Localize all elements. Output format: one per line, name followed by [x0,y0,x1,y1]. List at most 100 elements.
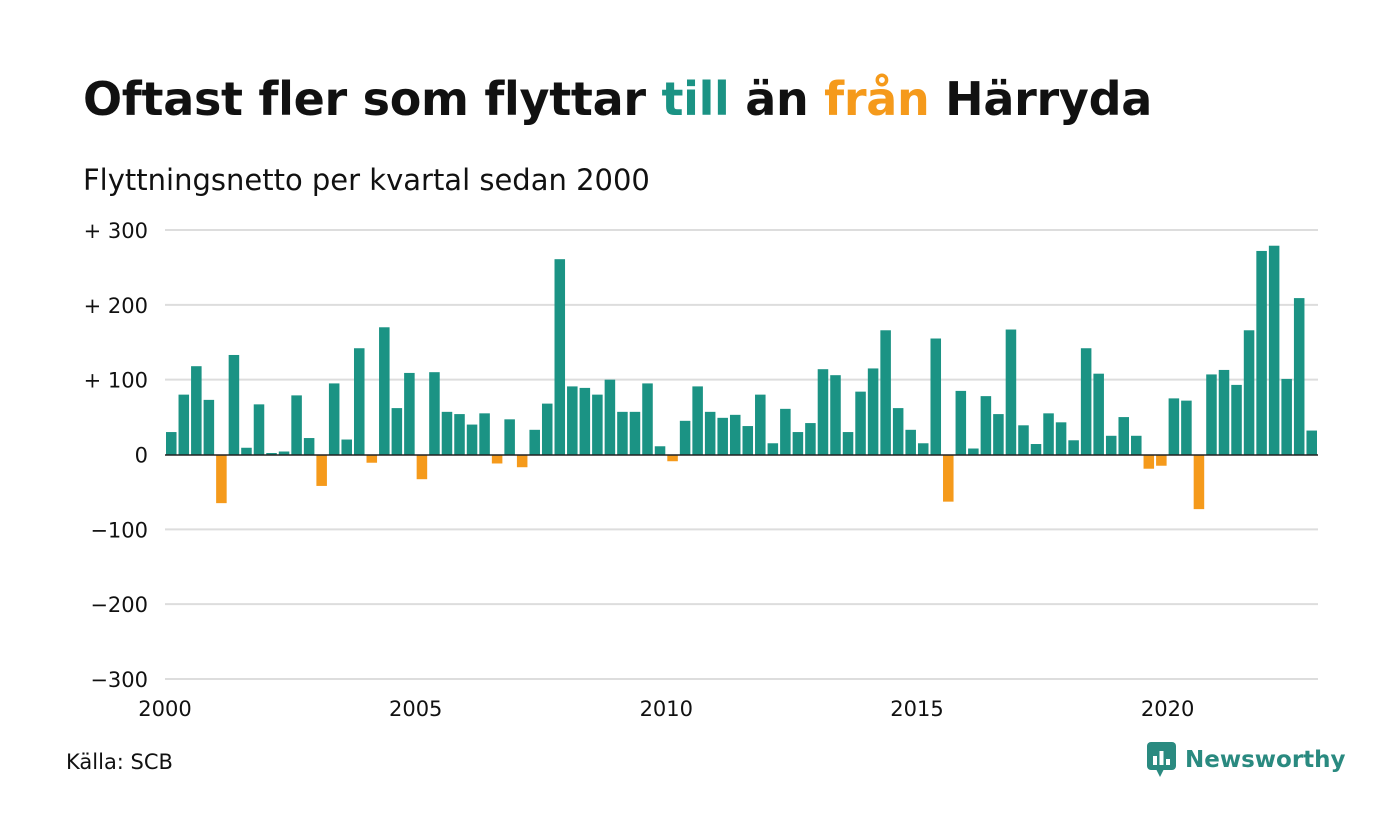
bar [1055,422,1067,455]
newsworthy-logo: Newsworthy [1147,742,1346,778]
bar [880,330,891,455]
bar [855,391,866,455]
bar [1131,435,1142,455]
y-tick-label: −100 [90,518,148,542]
bar [1206,374,1217,455]
bar [491,454,503,464]
x-tick-label: 2010 [640,697,693,721]
title-part-3: Härryda [929,72,1152,126]
bar [228,354,240,455]
bar [755,394,766,455]
bar [567,386,578,455]
bar [241,447,252,455]
bar [892,408,904,455]
bar [692,386,703,455]
bar [704,411,716,455]
bar [1231,384,1242,455]
bar [1043,413,1054,455]
bar [278,451,290,455]
bar [817,369,829,455]
bar [266,453,277,455]
brand-name: Newsworthy [1185,747,1346,773]
bar [767,443,779,455]
bar [1030,444,1042,455]
chart-subtitle: Flyttningsnetto per kvartal sedan 2000 [83,163,650,197]
x-axis-tick-labels: 2000 2005 2010 2015 2020 [138,697,1194,721]
title-word-till: till [661,72,730,126]
bar [1306,430,1317,455]
bar [416,454,428,480]
bar [1293,298,1305,455]
bar [1218,369,1230,455]
bar [191,366,202,455]
bar [404,372,415,455]
y-tick-label: + 200 [84,294,148,318]
bar [429,372,440,455]
y-tick-label: + 300 [84,219,148,243]
title-word-fran: från [824,72,930,126]
title-part-2: än [729,72,825,126]
bar [604,379,616,455]
bar [1268,245,1280,455]
bar [955,390,967,455]
bar [1281,378,1292,455]
bar [178,394,190,455]
bar [466,424,478,455]
bar [1256,250,1267,455]
bar [391,408,403,455]
chart-title: Oftast fler som flyttar till än från Här… [83,72,1152,126]
bar [792,432,804,455]
bar [479,413,490,455]
bar [1143,454,1155,469]
bar [1118,417,1130,455]
x-tick-label: 2000 [138,697,191,721]
bar [717,417,728,455]
y-tick-label: −300 [90,668,148,692]
bar [805,423,816,455]
bar [504,419,515,455]
bar [1168,398,1180,455]
x-tick-label: 2020 [1141,697,1194,721]
bar [1243,330,1255,455]
bars [166,245,1317,510]
bar [679,420,691,455]
bar [968,448,979,455]
bar [1018,425,1029,455]
bar [993,414,1004,455]
bar [617,411,628,455]
bar [554,259,566,455]
bar [379,327,390,455]
y-axis-tick-labels: + 300 + 200 + 100 0 −100 −200 −300 [84,219,148,692]
bar [917,443,929,455]
bar [867,368,879,455]
bar [842,432,854,455]
source-note: Källa: SCB [66,750,173,774]
bar [366,454,378,463]
bar [216,454,227,504]
bar [328,383,340,455]
bar [742,426,754,455]
bar [441,411,453,455]
bar [1005,329,1017,455]
bar [529,429,540,455]
bar [579,387,591,455]
bar [1105,435,1117,455]
bar [341,439,352,455]
bar [654,446,666,455]
bar [642,383,653,455]
bar [303,438,315,455]
bar [1156,454,1167,466]
y-tick-label: −200 [90,593,148,617]
bar [454,414,465,455]
bar [780,408,791,455]
bar [1068,440,1079,455]
bar [1093,373,1104,455]
bar [729,414,741,455]
x-tick-label: 2015 [890,697,943,721]
bar [353,348,365,455]
bar [291,395,302,455]
bar-chart: + 300 + 200 + 100 0 −100 −200 −300 2000 2005 201… [84,219,1318,721]
bar [316,454,327,486]
bar [943,454,954,502]
bar [830,375,841,455]
